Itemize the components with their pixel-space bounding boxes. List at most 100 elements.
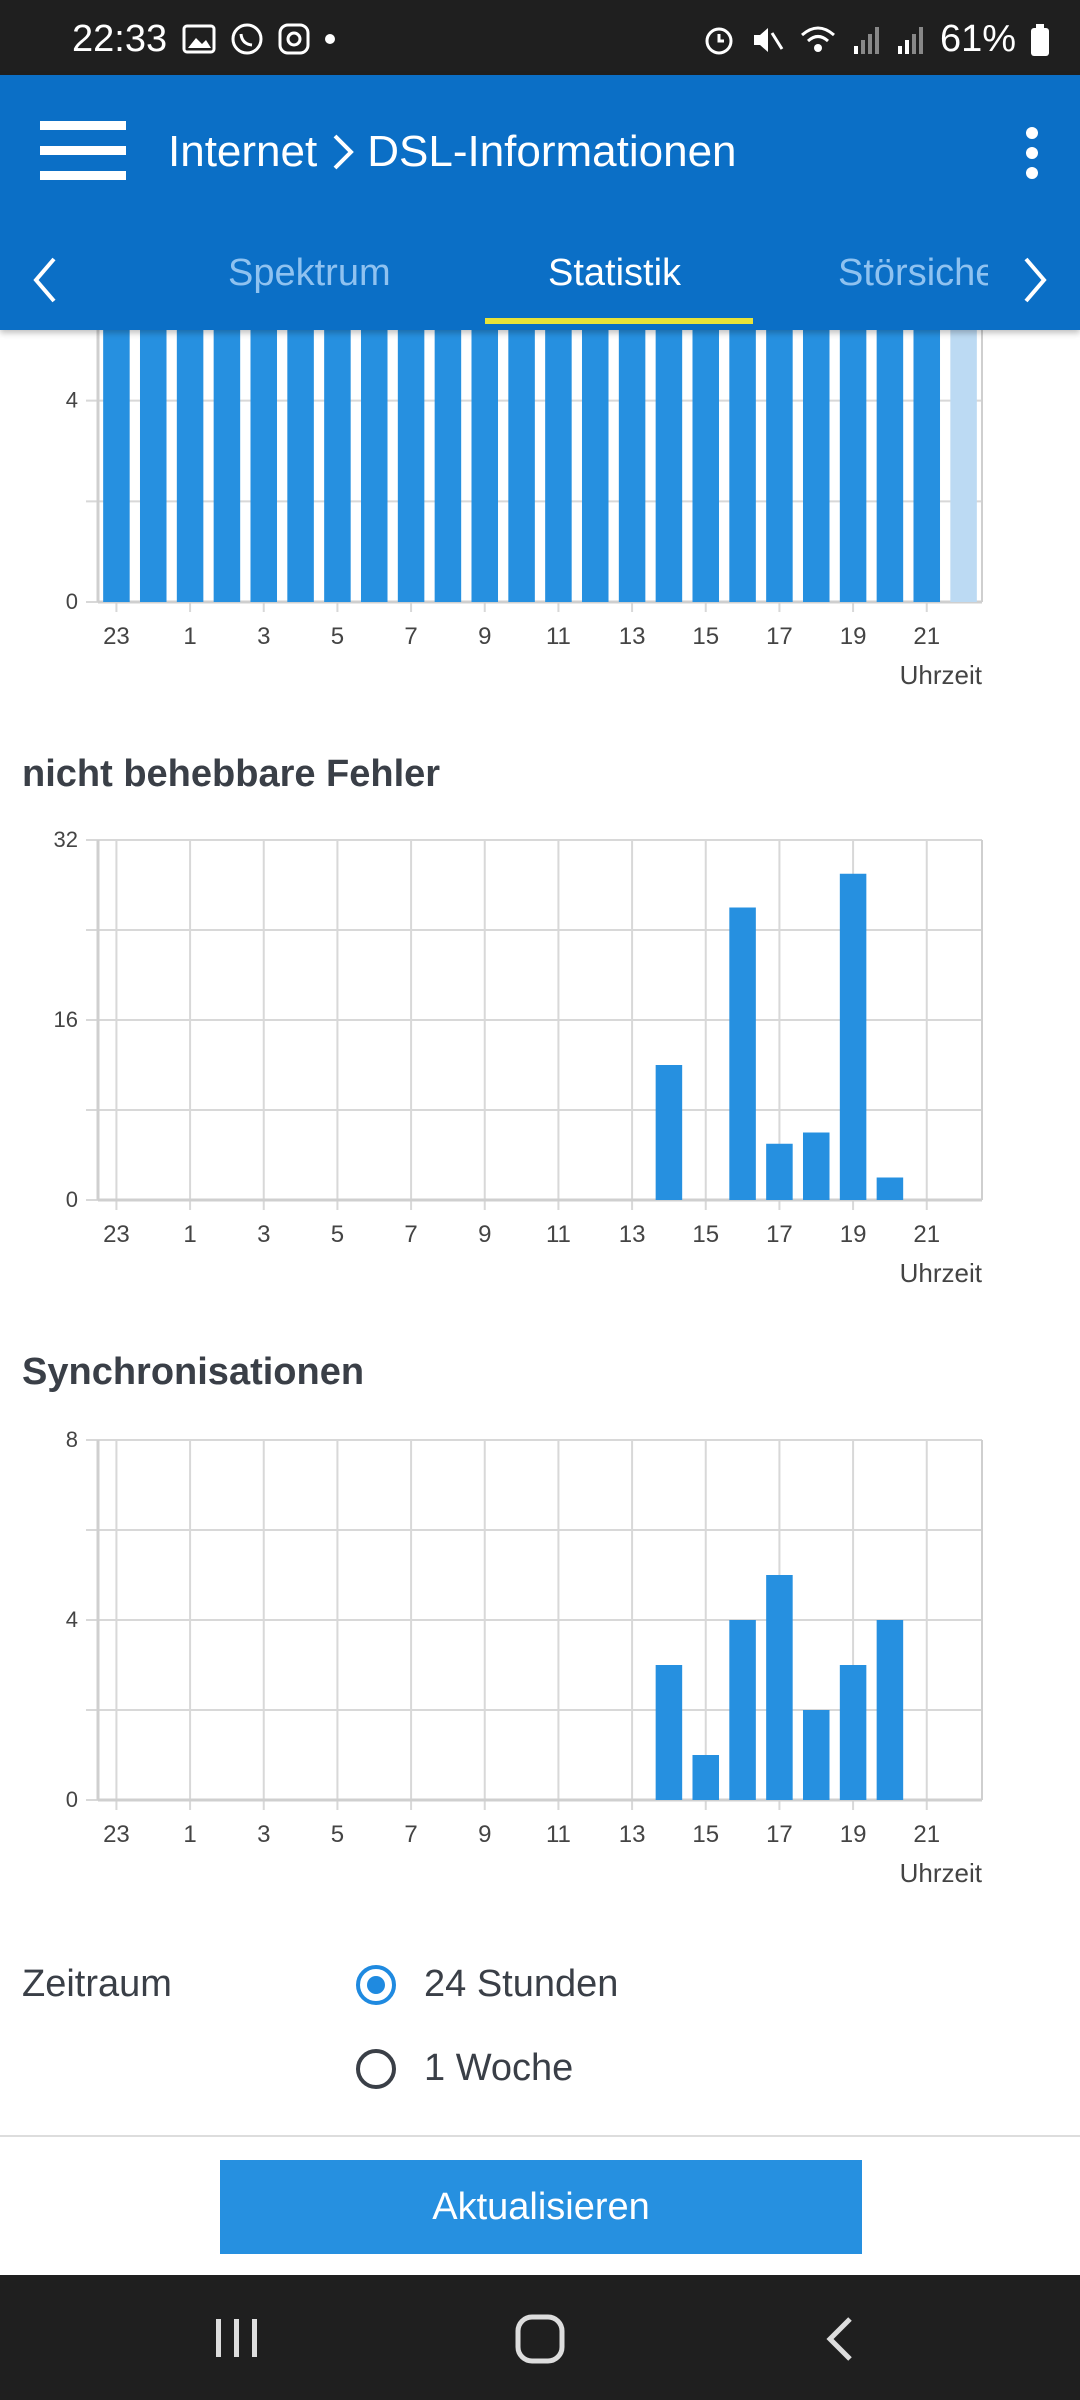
battery-percent: 61% (939, 18, 1016, 60)
bar-13 (618, 300, 646, 602)
radio-label-24-stunden: 24 Stunden (424, 1963, 619, 2005)
back-icon[interactable] (822, 2313, 858, 2365)
y-tick-label: 0 (66, 589, 78, 614)
active-tab-indicator (485, 318, 753, 324)
bar-19 (839, 873, 867, 1200)
chart-title-nicht-behebbare-fehler: nicht behebbare Fehler (22, 753, 441, 795)
tab-statistik[interactable]: Statistik (548, 252, 682, 294)
radio-label-1-woche: 1 Woche (424, 2047, 574, 2089)
bar-2 (213, 300, 241, 602)
bar-5 (324, 300, 351, 602)
bar-3 (250, 300, 278, 602)
system-navigation-bar (0, 2275, 1080, 2400)
app-bar: Internet DSL-Informationen Spektrum Stat… (0, 75, 1080, 330)
x-tick-label: 21 (913, 623, 940, 650)
zeitraum-label: Zeitraum (22, 1963, 172, 2005)
bar-12 (581, 300, 609, 602)
chevron-right-icon (333, 134, 355, 170)
home-icon[interactable] (514, 2313, 566, 2365)
bar-19 (839, 1665, 867, 1800)
y-tick-label: 0 (66, 1187, 78, 1212)
y-tick-label: 0 (66, 1787, 78, 1812)
x-tick-label: 3 (257, 1821, 270, 1848)
y-tick-label: 4 (66, 388, 78, 413)
y-tick-label: 8 (66, 1427, 78, 1452)
notification-icons (182, 22, 336, 56)
x-tick-label: 15 (692, 623, 719, 650)
x-tick-label: 7 (404, 1221, 417, 1248)
x-tick-label: 23 (103, 623, 130, 650)
bar-17 (766, 1575, 793, 1800)
x-tick-label: 19 (840, 623, 867, 650)
bar-20 (876, 1177, 904, 1200)
bar-18 (802, 300, 830, 602)
bar-1 (176, 300, 204, 602)
x-tick-label: 17 (766, 623, 793, 650)
bar-21 (913, 300, 941, 602)
status-time: 22:33 (72, 18, 168, 60)
signal-icon-1 (853, 26, 879, 54)
bar-0 (139, 300, 167, 602)
radio-button-unchecked[interactable] (356, 2048, 396, 2089)
x-tick-label: 15 (692, 1221, 719, 1248)
x-tick-label: 15 (692, 1821, 719, 1848)
bar-15 (692, 1755, 720, 1800)
x-tick-label: 1 (183, 1821, 196, 1848)
x-tick-label: 3 (257, 1221, 270, 1248)
x-tick-label: 5 (331, 623, 344, 650)
bar-22 (950, 300, 977, 602)
bar-16 (729, 1620, 756, 1800)
whatsapp-icon (231, 23, 263, 55)
bar-23 (103, 300, 130, 602)
bar-6 (360, 300, 388, 602)
x-tick-label: 23 (103, 1821, 130, 1848)
x-axis-label: Uhrzeit (900, 1258, 983, 1288)
x-tick-label: 21 (913, 1821, 940, 1848)
x-tick-label: 21 (913, 1221, 940, 1248)
x-tick-label: 13 (619, 1821, 646, 1848)
x-tick-label: 1 (183, 1221, 196, 1248)
more-options-icon[interactable] (1026, 127, 1040, 187)
bar-18 (802, 1710, 830, 1800)
radio-24-stunden[interactable]: 24 Stunden (356, 1963, 618, 2006)
tab-scroll-right-icon[interactable] (1020, 255, 1050, 305)
bar-14 (655, 1665, 683, 1800)
bar-14 (655, 300, 683, 602)
aktualisieren-button[interactable]: Aktualisieren (220, 2160, 862, 2254)
x-tick-label: 17 (766, 1821, 793, 1848)
y-tick-label: 4 (66, 1607, 78, 1632)
instagram-icon (278, 23, 310, 55)
battery-icon (1031, 23, 1049, 56)
tab-spektrum[interactable]: Spektrum (228, 252, 391, 294)
breadcrumb-parent[interactable]: Internet (168, 127, 318, 176)
bar-4 (287, 300, 314, 602)
y-tick-label: 32 (54, 827, 78, 852)
tab-scroll-left-icon[interactable] (30, 255, 60, 305)
x-tick-label: 9 (478, 1221, 491, 1248)
x-tick-label: 7 (404, 623, 417, 650)
dot-icon (325, 34, 335, 44)
bar-16 (729, 907, 756, 1200)
x-tick-label: 17 (766, 1221, 793, 1248)
breadcrumb: Internet DSL-Informationen (168, 127, 737, 177)
radio-button-checked[interactable] (356, 1964, 396, 2005)
recent-apps-icon[interactable] (212, 2315, 262, 2361)
bar-7 (397, 300, 425, 602)
bar-20 (876, 1620, 904, 1800)
x-tick-label: 7 (404, 1821, 417, 1848)
x-tick-label: 11 (546, 623, 571, 650)
bar-19 (839, 300, 867, 602)
breadcrumb-current: DSL-Informationen (367, 127, 737, 176)
y-tick-label: 16 (54, 1007, 78, 1032)
menu-icon[interactable] (40, 121, 126, 181)
x-tick-label: 3 (257, 623, 270, 650)
chart-title-synchronisationen: Synchronisationen (22, 1351, 365, 1393)
x-axis-label: Uhrzeit (900, 1858, 983, 1888)
tab-stoersicherheit[interactable]: Störsiche (838, 252, 988, 294)
alarm-icon (705, 27, 733, 54)
gallery-icon (182, 24, 216, 54)
radio-1-woche[interactable]: 1 Woche (356, 2047, 573, 2090)
x-tick-label: 13 (619, 1221, 646, 1248)
